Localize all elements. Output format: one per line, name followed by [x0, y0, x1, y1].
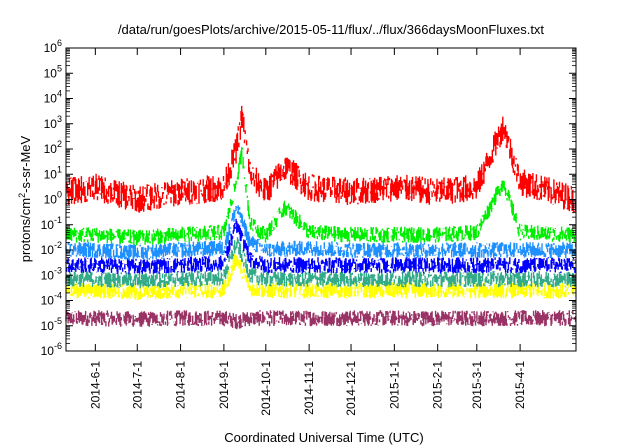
chart-title: /data/run/goesPlots/archive/2015-05-11/f…: [118, 22, 544, 37]
x-tick-label: 2015-1-1: [387, 361, 401, 409]
y-tick-label: 10-5: [41, 316, 62, 333]
x-tick-label: 2014-8-1: [174, 361, 188, 409]
x-axis-title: Coordinated Universal Time (UTC): [224, 430, 423, 445]
y-tick-label: 10-4: [41, 291, 62, 308]
y-axis: 10-6 10-5 10-4 10-3 10-2 10-1 100 101 102 103 104 1…: [41, 38, 576, 358]
x-axis: 2014-6-1 2014-7-1 2014-8-1 2014-9-1 2014-10-…: [88, 48, 527, 416]
y-tick-label: 104: [44, 89, 62, 106]
y-tick-label: 10-3: [41, 265, 62, 282]
y-axis-title-rest: -s-sr-MeV: [18, 135, 33, 192]
series-line-0: [65, 310, 577, 330]
y-tick-label: 106: [44, 38, 62, 55]
x-tick-label: 2014-6-1: [88, 361, 102, 409]
y-tick-label: 101: [44, 164, 62, 181]
y-tick-label: 10-6: [41, 341, 62, 358]
x-tick-label: 2014-11-1: [302, 361, 316, 415]
y-tick-label: 10-2: [41, 240, 62, 257]
x-tick-label: 2015-4-1: [513, 361, 527, 409]
x-tick-label: 2014-9-1: [217, 361, 231, 409]
y-axis-title-base: protons/cm: [18, 198, 33, 262]
y-tick-label: 105: [44, 63, 62, 80]
x-tick-label: 2014-10-1: [259, 361, 273, 416]
y-axis-title: protons/cm2-s-sr-MeV: [17, 135, 33, 262]
series-line-5: [66, 147, 577, 246]
series-line-6: [65, 105, 577, 213]
y-tick-label: 102: [44, 139, 62, 156]
y-tick-label: 103: [44, 114, 62, 131]
x-tick-label: 2014-12-1: [344, 361, 358, 416]
y-tick-label: 10-1: [41, 215, 62, 232]
y-tick-label: 100: [44, 190, 62, 207]
x-tick-label: 2014-7-1: [130, 361, 144, 409]
x-tick-label: 2015-2-1: [431, 361, 445, 409]
y-axis-title-sup: 2: [17, 193, 27, 198]
x-tick-label: 2015-3-1: [470, 361, 484, 409]
series-layer: [65, 105, 577, 330]
